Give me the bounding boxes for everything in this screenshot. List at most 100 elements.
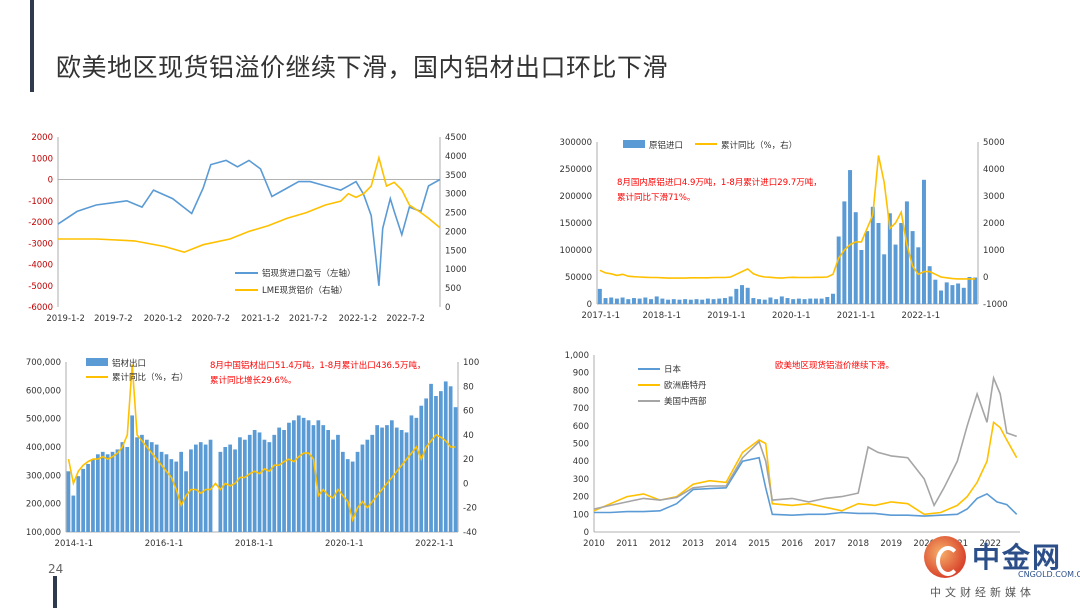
y-left-tick-label: 200,000	[26, 500, 61, 510]
y-right-tick-label: 1000	[983, 246, 1005, 256]
y-right-tick-label: 3500	[445, 171, 467, 181]
bar	[791, 299, 796, 304]
x-tick-label: 2017	[814, 539, 836, 549]
legend-label: 日本	[664, 364, 682, 375]
bar	[796, 298, 801, 304]
y-left-tick-label: 100000	[560, 246, 592, 256]
x-tick-label: 2021-1-1	[837, 311, 876, 321]
bar	[649, 299, 654, 304]
bar	[626, 299, 631, 304]
x-tick-label: 2019-7-2	[94, 314, 133, 324]
bar	[762, 299, 767, 304]
bar	[419, 405, 424, 532]
x-tick-label: 2020-1-1	[325, 539, 364, 549]
bar	[745, 287, 750, 304]
bar	[705, 298, 710, 304]
bar	[375, 425, 380, 532]
bar	[394, 427, 399, 532]
x-tick-label: 2016-1-1	[145, 539, 184, 549]
y-left-tick-label: 300,000	[26, 471, 61, 481]
y-left-tick-label: -1000	[28, 197, 53, 207]
bar	[734, 288, 739, 304]
legend-label: 铝材出口	[112, 358, 146, 369]
bar	[409, 415, 414, 532]
bottom-accent-bar	[53, 576, 57, 608]
bar	[609, 297, 614, 304]
bar	[836, 236, 841, 304]
bar	[677, 299, 682, 304]
bar	[66, 471, 71, 532]
x-tick-label: 2019-1-2	[46, 314, 85, 324]
bar	[887, 213, 892, 304]
bar	[228, 444, 233, 532]
bar	[414, 417, 419, 532]
y-right-tick-label: 1500	[445, 246, 467, 256]
logo-name: 中金网	[972, 541, 1063, 574]
series-line-2	[593, 375, 1017, 510]
x-tick-label: 2013	[682, 539, 704, 549]
y-right-tick-label: 4500	[445, 133, 467, 143]
series-line-1	[58, 154, 441, 254]
chart-aluminum-export: 700,000 600,000 500,000 400,000 300,000 200,0…	[26, 358, 479, 549]
bar	[904, 201, 909, 304]
bar	[717, 298, 722, 304]
bar	[115, 449, 120, 532]
series-line-0	[594, 456, 1018, 517]
bar	[876, 223, 881, 304]
bar	[870, 206, 875, 304]
bar	[120, 442, 125, 532]
bar	[272, 434, 277, 532]
bar	[443, 381, 448, 532]
y-tick-label: 600	[573, 422, 589, 432]
legend-label: 美国中西部	[664, 396, 707, 407]
x-tick-label: 2022-1-1	[415, 539, 454, 549]
bar	[808, 298, 813, 304]
bar	[831, 293, 835, 304]
bar	[135, 437, 139, 532]
bar	[164, 454, 169, 532]
y-tick-label: 200	[573, 493, 589, 503]
y-right-tick-label: 4000	[983, 165, 1005, 175]
bar	[277, 427, 282, 532]
bar	[306, 420, 311, 532]
x-tick-label: 2021-7-2	[289, 314, 328, 324]
y-left-tick-label: -4000	[28, 261, 53, 271]
y-left-tick-label: 300000	[560, 138, 592, 148]
page-title: 欧美地区现货铝溢价继续下滑，国内铝材出口环比下滑	[56, 53, 669, 82]
y-tick-label: 900	[573, 369, 589, 379]
y-left-tick-label: -2000	[28, 218, 53, 228]
x-tick-label: 2020-7-2	[192, 314, 231, 324]
bar	[654, 296, 659, 304]
bar	[916, 247, 921, 304]
bar	[252, 430, 257, 532]
y-tick-label: 800	[573, 386, 589, 396]
y-right-tick-label: 2000	[445, 227, 467, 237]
y-right-tick-label: 0	[463, 479, 468, 489]
bar	[91, 459, 95, 532]
bar	[620, 297, 625, 304]
bar	[700, 299, 705, 304]
annotation-text: 欧美地区现货铝溢价继续下滑。	[775, 360, 894, 371]
y-left-tick-label: -6000	[28, 303, 53, 313]
y-right-tick-label: 5000	[983, 138, 1005, 148]
x-tick-label: 2022	[979, 539, 1001, 549]
y-right-tick-label: 2000	[983, 219, 1005, 229]
bar	[345, 459, 350, 532]
logo-mark-icon	[924, 536, 966, 578]
y-right-tick-label: 80	[463, 382, 474, 392]
y-right-tick-label: 0	[983, 273, 988, 283]
y-tick-label: 700	[573, 404, 589, 414]
bar	[169, 459, 174, 532]
bar	[350, 461, 355, 532]
bar	[321, 425, 326, 532]
x-tick-label: 2018-1-1	[642, 311, 681, 321]
x-tick-label: 2015	[748, 539, 770, 549]
bar	[154, 444, 159, 532]
legend-swatch-bar	[623, 140, 645, 148]
legend-label: 欧洲鹿特丹	[664, 380, 707, 391]
bar	[184, 471, 188, 532]
bar	[125, 447, 130, 532]
y-left-tick-label: 400,000	[26, 443, 61, 453]
page-number: 24	[48, 562, 64, 576]
bar	[326, 430, 331, 532]
